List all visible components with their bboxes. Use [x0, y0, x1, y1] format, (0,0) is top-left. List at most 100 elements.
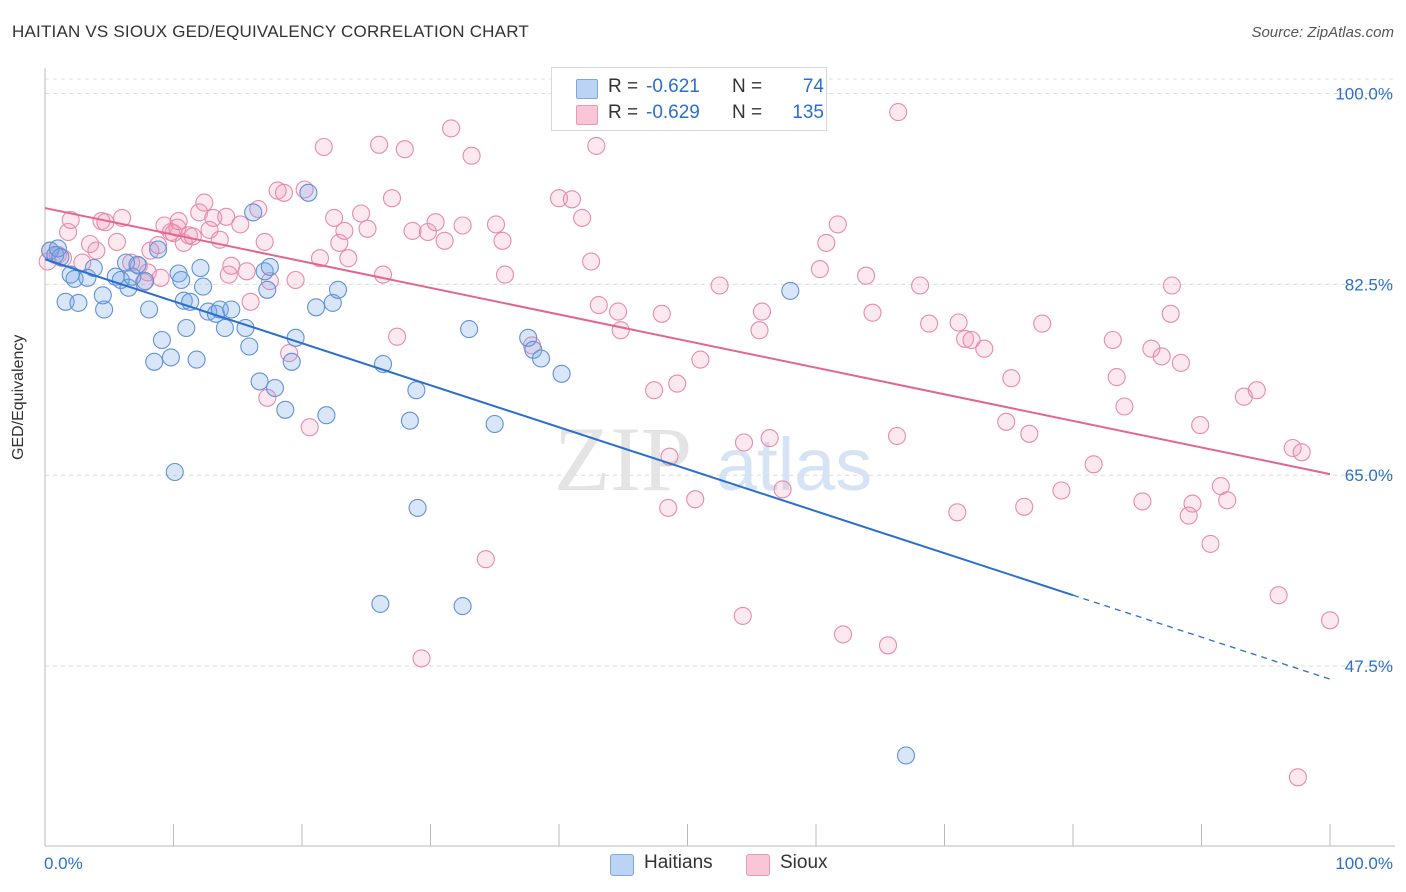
- sioux-point: [274, 183, 294, 202]
- sioux-trend-line: [44, 207, 1331, 476]
- sioux-point: [773, 480, 792, 499]
- sioux-point: [249, 200, 268, 219]
- sioux-point: [1033, 314, 1052, 333]
- sioux-point: [310, 249, 330, 268]
- sioux-point: [645, 381, 664, 400]
- sioux-point: [255, 232, 274, 251]
- haitians-point: [84, 258, 103, 278]
- sioux-point: [889, 103, 908, 122]
- sioux-point: [80, 234, 100, 254]
- sioux-point: [920, 314, 939, 333]
- sioux-point: [1218, 491, 1237, 510]
- haitians-point: [260, 257, 279, 276]
- trend-lines: [44, 207, 1331, 680]
- haitians-point: [161, 348, 180, 367]
- legend-n-value: 74: [802, 76, 824, 97]
- sioux-point: [237, 262, 256, 281]
- haitians-point: [145, 352, 164, 371]
- sioux-point: [589, 296, 608, 315]
- haitians-point: [552, 364, 571, 383]
- sioux-point: [418, 222, 437, 242]
- legend-r-label: R =: [608, 76, 639, 97]
- haitians-point: [282, 352, 301, 371]
- sioux-point: [659, 498, 678, 517]
- sioux-point: [611, 321, 630, 340]
- sioux-point: [582, 252, 601, 271]
- sioux-point: [1107, 368, 1126, 387]
- sioux-point: [911, 276, 930, 295]
- sioux-point: [1247, 381, 1266, 400]
- legend-label-sioux: Sioux: [780, 852, 828, 873]
- sioux-point: [686, 490, 705, 509]
- tick-labels: 47.5% 65.0% 82.5% 100.0% 0.0% 100.0%: [44, 85, 1393, 873]
- sioux-point: [107, 232, 127, 251]
- sioux-point: [373, 265, 393, 284]
- chart-title: HAITIAN VS SIOUX GED/EQUIVALENCY CORRELA…: [12, 22, 529, 41]
- haitians-point: [128, 255, 147, 274]
- sioux-point: [760, 429, 779, 448]
- legend-r-label: R =: [608, 102, 639, 123]
- haitians-point: [152, 330, 171, 350]
- sioux-point: [204, 208, 223, 227]
- correlation-legend: R = -0.621 N = 74 R = -0.629 N = 135: [551, 67, 827, 131]
- sioux-point: [587, 136, 606, 155]
- sioux-point: [1020, 424, 1039, 443]
- sioux-point: [1269, 586, 1288, 605]
- haitians-point: [781, 281, 800, 300]
- haitians-point: [187, 350, 206, 369]
- haitians-point: [896, 746, 916, 765]
- sioux-point: [403, 221, 422, 240]
- haitians-point: [276, 400, 295, 419]
- sioux-point: [330, 233, 349, 252]
- haitians-point: [250, 372, 269, 391]
- haitians-trend-line: [44, 258, 1074, 597]
- sioux-point: [828, 215, 847, 234]
- sioux-point: [710, 276, 729, 295]
- sioux-point: [442, 119, 461, 138]
- sioux-point: [1201, 534, 1220, 553]
- sioux-point: [217, 207, 236, 226]
- legend-swatch-sioux: [746, 854, 770, 876]
- sioux-point: [339, 249, 358, 268]
- y-tick-label: 65.0%: [1345, 466, 1393, 485]
- haitians-point: [400, 411, 419, 430]
- haitians-point: [453, 597, 472, 616]
- sioux-point: [1283, 438, 1302, 458]
- legend-r-value: -0.629: [646, 102, 700, 123]
- haitians-trend-extension: [1072, 594, 1331, 680]
- sioux-point: [878, 636, 898, 655]
- haitians-point: [299, 183, 318, 202]
- sioux-point: [335, 221, 354, 240]
- sioux-point: [1171, 353, 1190, 372]
- sioux-point: [1002, 369, 1021, 388]
- sioux-point: [87, 241, 106, 260]
- sioux-point: [222, 256, 241, 275]
- y-tick-label: 82.5%: [1345, 275, 1393, 294]
- haitians-point: [240, 337, 259, 356]
- sioux-point: [195, 193, 214, 212]
- sioux-point: [956, 329, 975, 348]
- watermark-atlas: atlas: [716, 423, 872, 506]
- sioux-point: [300, 418, 319, 437]
- sioux-point: [1142, 339, 1161, 358]
- sioux-point: [495, 265, 515, 284]
- sioux-point: [887, 426, 907, 446]
- sioux-point: [241, 292, 260, 311]
- haitians-point: [111, 270, 130, 290]
- haitians-point: [307, 298, 326, 317]
- sioux-point: [1133, 492, 1152, 511]
- sioux-point: [370, 135, 389, 154]
- sioux-point: [1052, 481, 1071, 500]
- haitians-point: [174, 291, 193, 310]
- sioux-point: [573, 208, 592, 227]
- sioux-point: [395, 140, 414, 159]
- sioux-point: [486, 215, 506, 234]
- sioux-point: [286, 270, 305, 290]
- sioux-point: [1191, 416, 1210, 435]
- sioux-point: [61, 210, 80, 230]
- haitians-point: [191, 258, 210, 278]
- sioux-point: [609, 302, 628, 321]
- sioux-point: [426, 213, 445, 232]
- sioux-point: [863, 303, 882, 322]
